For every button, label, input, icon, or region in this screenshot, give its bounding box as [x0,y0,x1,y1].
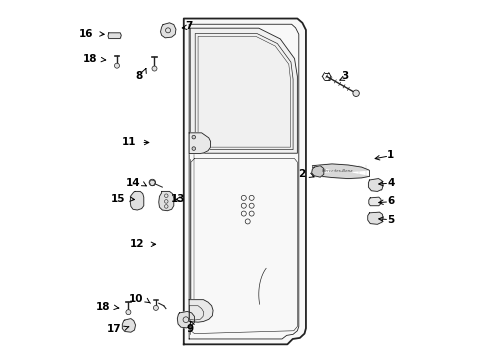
Text: 4: 4 [386,178,394,188]
Text: 1: 1 [386,150,394,160]
Text: 7: 7 [185,21,192,31]
Text: 8: 8 [135,71,142,81]
Circle shape [152,66,157,71]
Circle shape [352,90,359,96]
Text: 3: 3 [340,71,347,81]
Polygon shape [368,197,380,206]
Circle shape [192,135,195,139]
Polygon shape [183,18,305,344]
Text: 12: 12 [130,239,144,249]
Polygon shape [367,212,382,224]
Text: 18: 18 [96,302,110,312]
Circle shape [114,63,119,68]
Polygon shape [160,23,176,38]
Text: 5: 5 [386,215,394,225]
Polygon shape [159,192,173,211]
Text: 16: 16 [79,28,94,39]
Polygon shape [108,33,121,39]
Polygon shape [190,28,297,153]
Polygon shape [367,179,382,192]
Text: 15: 15 [110,194,124,203]
Text: 6: 6 [386,197,394,206]
Text: 17: 17 [106,324,121,334]
Polygon shape [130,192,143,210]
Text: 18: 18 [82,54,97,64]
Polygon shape [189,133,210,154]
Text: 14: 14 [126,178,141,188]
Circle shape [153,305,158,310]
Circle shape [192,147,195,150]
Text: 13: 13 [171,194,185,203]
Polygon shape [189,300,213,322]
Polygon shape [311,166,323,177]
Polygon shape [122,319,135,332]
Text: 2: 2 [297,168,305,179]
Circle shape [125,310,131,315]
Text: 9: 9 [186,324,193,334]
Polygon shape [177,311,194,328]
Text: Mercedes-Benz: Mercedes-Benz [321,170,352,174]
Text: 10: 10 [129,294,143,303]
Polygon shape [312,164,368,179]
Text: 11: 11 [121,138,136,148]
Circle shape [149,179,155,186]
